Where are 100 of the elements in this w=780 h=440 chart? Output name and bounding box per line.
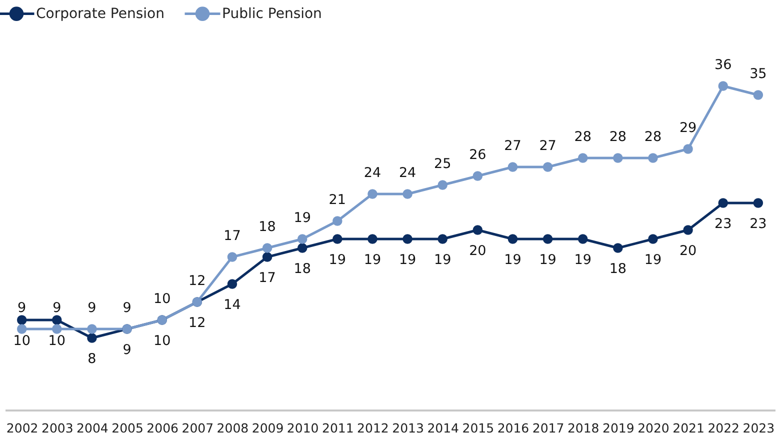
- data-label: 17: [258, 270, 276, 286]
- point: [297, 234, 308, 244]
- data-label: 36: [714, 57, 732, 73]
- point: [718, 198, 728, 208]
- data-label: 23: [714, 216, 732, 232]
- x-tick-label: 2016: [497, 420, 530, 436]
- data-label: 18: [294, 261, 311, 277]
- point: [508, 234, 518, 244]
- point: [52, 315, 62, 325]
- data-label: 24: [398, 165, 416, 181]
- data-label: 19: [294, 210, 311, 226]
- data-label: 9: [122, 300, 132, 316]
- point: [87, 333, 97, 343]
- point: [402, 234, 412, 244]
- data-label: 19: [328, 252, 346, 268]
- point: [648, 234, 658, 244]
- point: [332, 216, 342, 226]
- x-tick-label: 2003: [41, 420, 74, 436]
- x-tick-label: 2019: [602, 420, 634, 436]
- point: [683, 144, 693, 154]
- x-tick-label: 2005: [112, 420, 144, 436]
- data-label: 19: [644, 252, 662, 268]
- point: [16, 324, 27, 334]
- x-tick-label: 2018: [567, 420, 600, 436]
- x-tick-label: 2009: [252, 420, 284, 436]
- data-label: 35: [750, 66, 767, 82]
- data-label: 24: [364, 165, 382, 181]
- data-label: 21: [328, 192, 346, 208]
- data-label: 10: [48, 333, 66, 349]
- data-label: 8: [88, 351, 96, 367]
- point: [227, 252, 238, 262]
- data-label: 12: [188, 273, 206, 289]
- point: [262, 252, 272, 262]
- point: [508, 162, 518, 172]
- point: [16, 315, 27, 325]
- x-tick-label: 2017: [532, 420, 564, 436]
- data-label: 20: [469, 243, 486, 259]
- point: [753, 90, 764, 100]
- point: [87, 324, 97, 334]
- data-label: 9: [52, 300, 62, 316]
- data-label: 9: [122, 342, 132, 358]
- data-label: 10: [13, 333, 30, 349]
- point: [718, 81, 728, 91]
- point: [578, 153, 588, 163]
- x-tick-label: 2008: [216, 420, 249, 436]
- x-tick-label: 2013: [392, 420, 424, 436]
- data-label: 29: [679, 120, 697, 136]
- data-label: 19: [574, 252, 592, 268]
- data-label: 28: [574, 129, 592, 145]
- data-label: 14: [224, 297, 241, 313]
- x-tick-label: 2007: [182, 420, 214, 436]
- data-label: 23: [750, 216, 767, 232]
- x-tick-label: 2012: [357, 420, 389, 436]
- data-label: 12: [188, 315, 206, 331]
- data-label: 19: [434, 252, 452, 268]
- point: [753, 198, 764, 208]
- point: [472, 171, 483, 181]
- point: [438, 234, 448, 244]
- point: [613, 153, 623, 163]
- point: [402, 189, 412, 199]
- data-label: 19: [504, 252, 522, 268]
- point: [52, 324, 62, 334]
- data-label: 10: [153, 333, 171, 349]
- x-tick-label: 2002: [6, 420, 38, 436]
- point: [542, 234, 553, 244]
- data-label: 27: [539, 138, 556, 154]
- x-tick-label: 2021: [672, 420, 704, 436]
- x-tick-label: 2020: [638, 420, 670, 436]
- point: [683, 225, 693, 235]
- x-tick-label: 2023: [742, 420, 775, 436]
- point: [613, 243, 623, 253]
- point: [368, 234, 378, 244]
- data-label: 9: [18, 300, 26, 316]
- data-label: 18: [609, 261, 627, 277]
- point: [648, 153, 658, 163]
- data-label: 20: [679, 243, 697, 259]
- data-label: 19: [398, 252, 416, 268]
- point: [227, 279, 238, 289]
- data-label: 25: [434, 156, 452, 172]
- x-tick-label: 2022: [708, 420, 740, 436]
- point: [578, 234, 588, 244]
- legend-label: Corporate Pension: [36, 6, 164, 22]
- data-label: 19: [364, 252, 382, 268]
- data-label: 28: [609, 129, 627, 145]
- point: [542, 162, 553, 172]
- data-label: 27: [504, 138, 522, 154]
- point: [472, 225, 483, 235]
- x-tick-label: 2010: [286, 420, 319, 436]
- data-label: 19: [539, 252, 556, 268]
- x-tick-label: 2004: [76, 420, 108, 436]
- x-tick-label: 2011: [322, 420, 354, 436]
- x-tick-label: 2006: [146, 420, 179, 436]
- data-label: 9: [88, 300, 96, 316]
- x-tick-label: 2015: [462, 420, 494, 436]
- data-label: 17: [224, 228, 241, 244]
- data-label: 26: [469, 147, 486, 163]
- point: [368, 189, 378, 199]
- point: [438, 180, 448, 190]
- legend-label: Public Pension: [222, 6, 322, 22]
- data-label: 10: [153, 291, 171, 307]
